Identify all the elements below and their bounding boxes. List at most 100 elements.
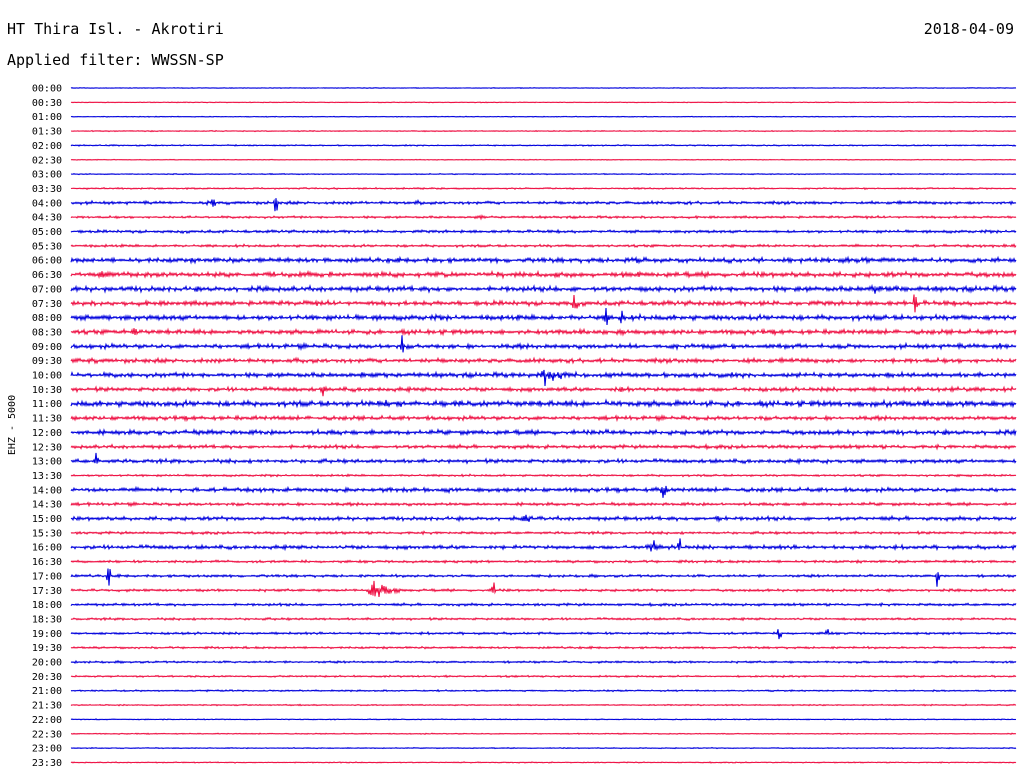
trace-row-0300 xyxy=(70,172,1017,176)
trace-row-0800 xyxy=(70,307,1017,325)
trace-row-0500 xyxy=(70,228,1017,235)
time-tick-label: 09:00 xyxy=(32,342,62,353)
trace-row-0630 xyxy=(70,269,1017,280)
time-tick-label: 14:00 xyxy=(32,485,62,496)
trace-row-2330 xyxy=(70,761,1017,764)
trace-row-1030 xyxy=(70,385,1017,397)
time-tick-label: 09:30 xyxy=(32,356,62,367)
trace-row-1900 xyxy=(70,629,1017,640)
trace-row-1630 xyxy=(70,558,1017,565)
trace-row-1930 xyxy=(70,645,1017,650)
time-tick-label: 06:30 xyxy=(32,270,62,281)
trace-row-1000 xyxy=(70,369,1017,387)
trace-row-0330 xyxy=(70,186,1017,191)
trace-row-2300 xyxy=(70,746,1017,750)
time-tick-label: 07:00 xyxy=(32,284,62,295)
trace-row-1330 xyxy=(70,473,1017,478)
trace-row-0030 xyxy=(70,101,1017,104)
y-axis-label: EHZ - 5000 xyxy=(7,395,18,455)
time-tick-label: 08:30 xyxy=(32,327,62,338)
time-tick-label: 23:00 xyxy=(32,744,62,755)
trace-row-2230 xyxy=(70,732,1017,736)
time-tick-label: 20:00 xyxy=(32,658,62,669)
trace-row-2030 xyxy=(70,674,1017,679)
time-tick-label: 16:30 xyxy=(32,557,62,568)
trace-row-1730 xyxy=(70,580,1017,597)
trace-row-1230 xyxy=(70,442,1017,451)
trace-row-0200 xyxy=(70,143,1017,147)
trace-row-1800 xyxy=(70,601,1017,608)
trace-row-2200 xyxy=(70,718,1017,721)
time-tick-label: 12:00 xyxy=(32,428,62,439)
trace-row-1530 xyxy=(70,530,1017,536)
time-tick-label: 18:00 xyxy=(32,600,62,611)
time-tick-label: 15:00 xyxy=(32,514,62,525)
time-tick-label: 16:00 xyxy=(32,543,62,554)
trace-row-1400 xyxy=(70,485,1017,498)
time-tick-label: 17:30 xyxy=(32,586,62,597)
date-label: 2018-04-09 xyxy=(923,20,1014,38)
time-tick-label: 13:00 xyxy=(32,457,62,468)
trace-row-0000 xyxy=(70,86,1017,90)
time-tick-label: 07:30 xyxy=(32,299,62,310)
time-tick-label: 19:00 xyxy=(32,629,62,640)
time-tick-label: 11:00 xyxy=(32,399,62,410)
time-tick-label: 23:30 xyxy=(32,758,62,769)
trace-row-1200 xyxy=(70,427,1017,437)
trace-row-0530 xyxy=(70,243,1017,249)
time-tick-label: 21:30 xyxy=(32,701,62,712)
traces xyxy=(70,86,1017,764)
trace-row-0430 xyxy=(70,214,1017,221)
time-tick-label: 02:00 xyxy=(32,141,62,152)
time-tick-label: 02:30 xyxy=(32,155,62,166)
time-tick-label: 17:00 xyxy=(32,571,62,582)
trace-row-1700 xyxy=(70,568,1017,587)
trace-row-1300 xyxy=(70,452,1017,466)
time-tick-label: 22:00 xyxy=(32,715,62,726)
time-tick-label: 00:30 xyxy=(32,98,62,109)
station-title: HT Thira Isl. - Akrotiri xyxy=(7,20,224,38)
trace-row-0230 xyxy=(70,158,1017,161)
trace-row-0900 xyxy=(70,335,1017,353)
time-tick-label: 15:30 xyxy=(32,528,62,539)
time-tick-label: 22:30 xyxy=(32,729,62,740)
time-tick-label: 04:30 xyxy=(32,213,62,224)
time-tick-label: 10:00 xyxy=(32,371,62,382)
trace-row-0400 xyxy=(70,198,1017,212)
time-tick-label: 05:00 xyxy=(32,227,62,238)
trace-row-2000 xyxy=(70,659,1017,665)
time-tick-label: 01:00 xyxy=(32,112,62,123)
trace-row-1600 xyxy=(70,538,1017,552)
trace-row-1130 xyxy=(70,413,1017,423)
time-tick-label: 14:30 xyxy=(32,500,62,511)
time-tick-label: 12:30 xyxy=(32,442,62,453)
time-tick-label: 10:30 xyxy=(32,385,62,396)
time-tick-label: 04:00 xyxy=(32,198,62,209)
filter-label: Applied filter: WWSSN-SP xyxy=(7,51,224,69)
time-tick-label: 20:30 xyxy=(32,672,62,683)
trace-row-1830 xyxy=(70,616,1017,622)
time-tick-label: 08:00 xyxy=(32,313,62,324)
time-tick-label: 03:00 xyxy=(32,170,62,181)
trace-row-0700 xyxy=(70,283,1017,294)
time-tick-label: 19:30 xyxy=(32,643,62,654)
trace-row-0930 xyxy=(70,356,1017,365)
time-tick-label: 03:30 xyxy=(32,184,62,195)
trace-row-0100 xyxy=(70,115,1017,118)
time-tick-label: 00:00 xyxy=(32,84,62,95)
trace-row-2100 xyxy=(70,688,1017,693)
time-tick-label: 21:00 xyxy=(32,686,62,697)
trace-row-0130 xyxy=(70,129,1017,133)
time-tick-label: 13:30 xyxy=(32,471,62,482)
trace-row-1500 xyxy=(70,514,1017,523)
time-tick-label: 01:30 xyxy=(32,127,62,138)
trace-row-0830 xyxy=(70,327,1017,337)
trace-row-1430 xyxy=(70,501,1017,508)
time-tick-label: 11:30 xyxy=(32,414,62,425)
time-tick-label: 18:30 xyxy=(32,614,62,625)
trace-row-0730 xyxy=(70,294,1017,313)
trace-row-0600 xyxy=(70,255,1017,265)
trace-row-1100 xyxy=(70,398,1017,409)
time-tick-label: 06:00 xyxy=(32,256,62,267)
